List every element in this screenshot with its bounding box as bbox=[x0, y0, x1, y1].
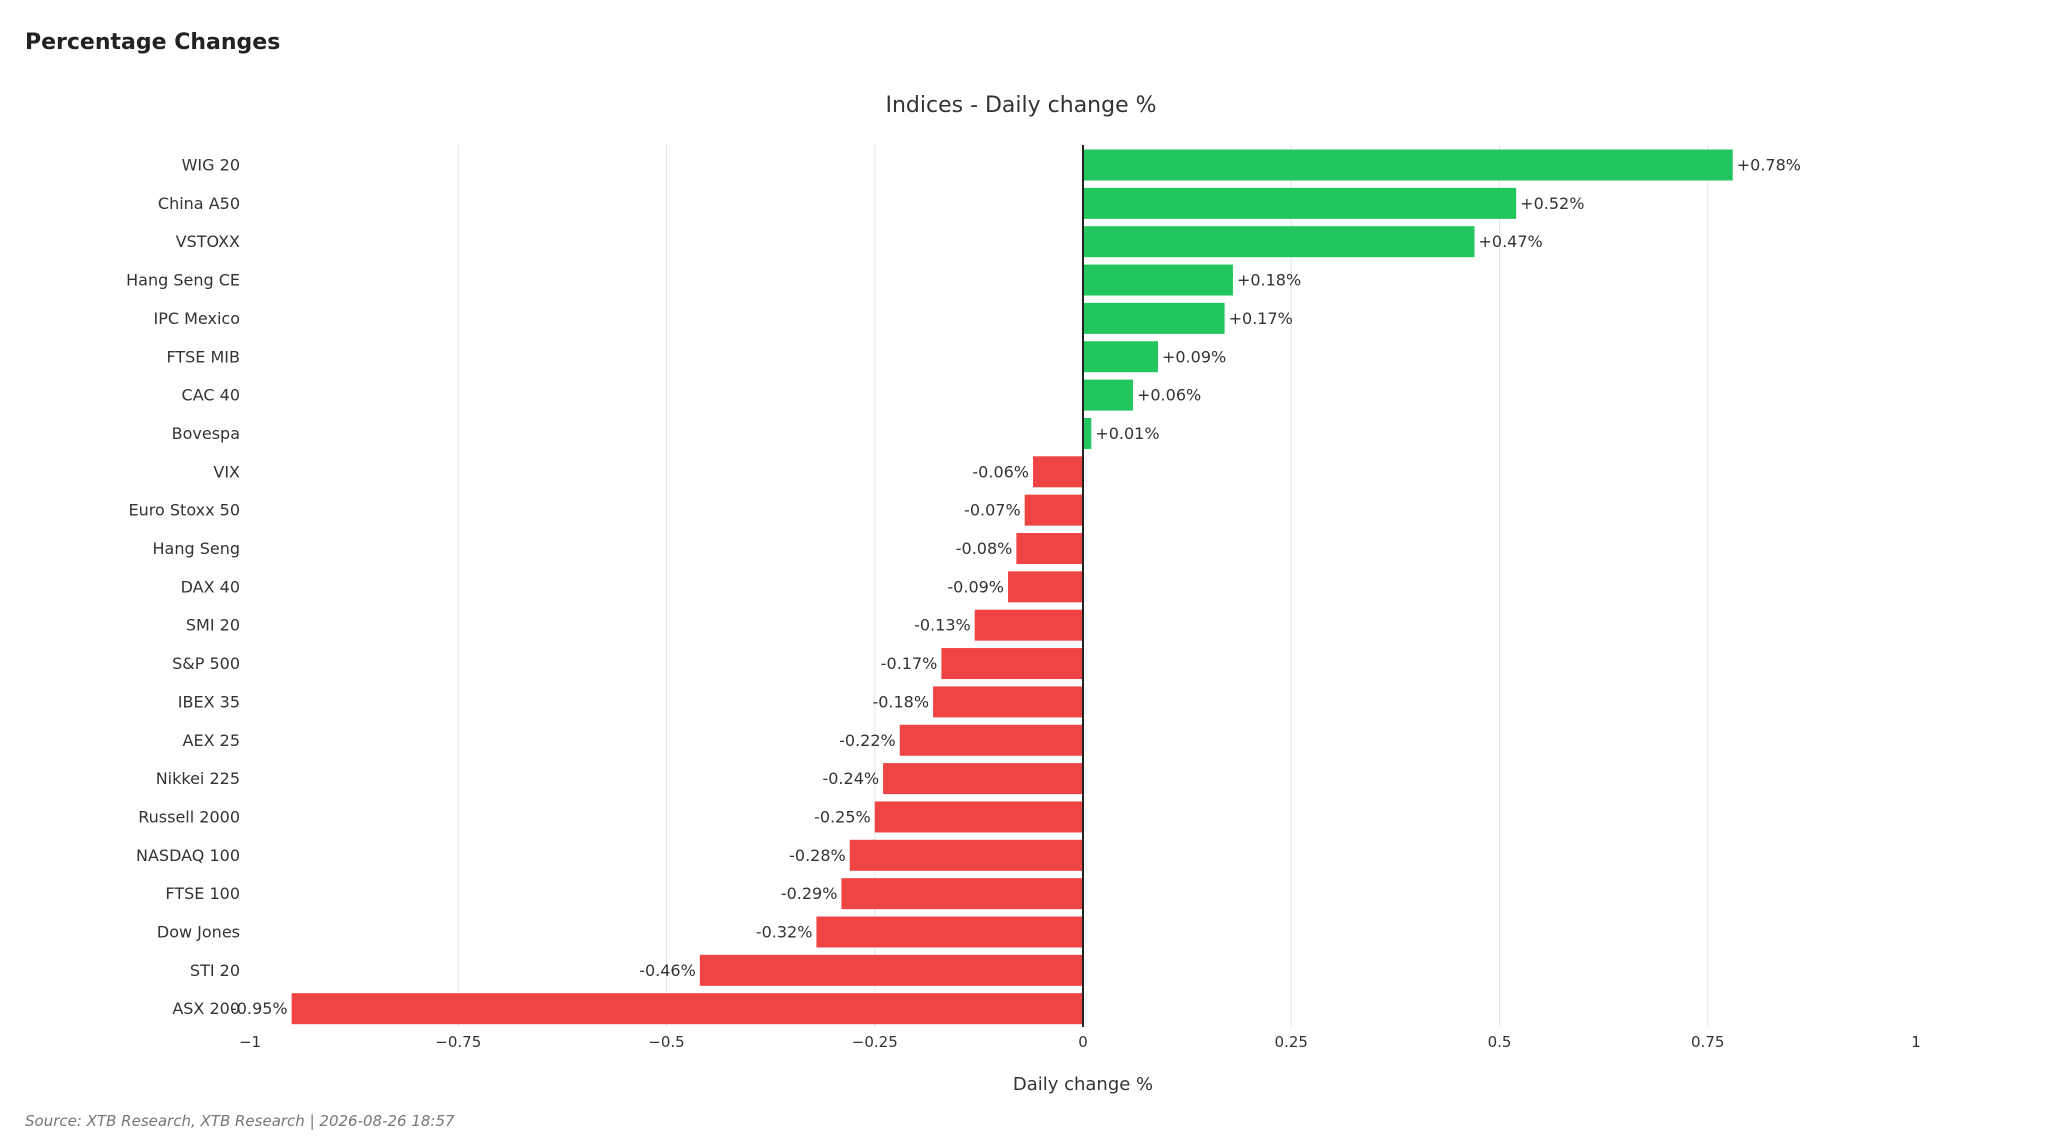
data-label: -0.25% bbox=[814, 807, 871, 826]
category-label: China A50 bbox=[158, 194, 240, 213]
data-label: +0.17% bbox=[1229, 309, 1293, 328]
category-label: Hang Seng CE bbox=[126, 271, 240, 290]
data-label: -0.29% bbox=[781, 884, 838, 903]
data-label: +0.78% bbox=[1737, 156, 1801, 175]
data-label: -0.24% bbox=[822, 769, 879, 788]
data-label: -0.09% bbox=[947, 577, 1004, 596]
data-label: +0.01% bbox=[1095, 424, 1159, 443]
bar bbox=[874, 801, 1083, 833]
data-label: +0.47% bbox=[1479, 232, 1543, 251]
bar bbox=[849, 839, 1083, 871]
bar bbox=[1083, 302, 1225, 334]
category-label: SMI 20 bbox=[186, 616, 240, 635]
category-label: STI 20 bbox=[190, 961, 240, 980]
bar bbox=[816, 916, 1083, 948]
category-label: AEX 25 bbox=[183, 731, 240, 750]
bar bbox=[974, 609, 1083, 641]
data-label: -0.17% bbox=[881, 654, 938, 673]
x-tick-label: −0.75 bbox=[435, 1033, 481, 1051]
page-title: Percentage Changes bbox=[25, 30, 281, 55]
data-label: -0.28% bbox=[789, 846, 846, 865]
data-label: -0.22% bbox=[839, 731, 896, 750]
x-tick-label: 1 bbox=[1911, 1033, 1921, 1051]
bar bbox=[699, 954, 1083, 986]
category-label: FTSE 100 bbox=[165, 884, 240, 903]
data-label: -0.07% bbox=[964, 501, 1021, 520]
bar bbox=[1083, 264, 1233, 296]
bar bbox=[1083, 226, 1475, 258]
source-note: Source: XTB Research, XTB Research | 202… bbox=[25, 1112, 455, 1130]
data-label: +0.18% bbox=[1237, 271, 1301, 290]
category-label: Bovespa bbox=[172, 424, 240, 443]
x-tick-label: 0.25 bbox=[1275, 1033, 1308, 1051]
category-label: IBEX 35 bbox=[178, 692, 240, 711]
data-label: -0.46% bbox=[639, 961, 696, 980]
bar bbox=[1024, 494, 1083, 526]
category-label: IPC Mexico bbox=[154, 309, 241, 328]
data-labels: +0.78% +0.52% +0.47% +0.18% +0.17%+0.09% +0.0… bbox=[231, 156, 1801, 1019]
category-label: VIX bbox=[213, 462, 240, 481]
x-axis-ticks: −1 −0.75 −0.5 −0.25 0 0.25 0.5 0.75 1 bbox=[239, 1033, 1921, 1051]
category-label: FTSE MIB bbox=[166, 347, 240, 366]
bar bbox=[941, 648, 1083, 680]
bar bbox=[933, 686, 1083, 718]
bar bbox=[1083, 417, 1092, 449]
data-label: +0.09% bbox=[1162, 347, 1226, 366]
bars bbox=[291, 149, 1733, 1025]
data-label: -0.13% bbox=[914, 616, 971, 635]
data-label: -0.06% bbox=[972, 462, 1029, 481]
category-label: ASX 200 bbox=[172, 999, 240, 1018]
category-label: VSTOXX bbox=[176, 232, 240, 251]
grid-lines bbox=[457, 145, 1709, 1027]
data-label: -0.32% bbox=[756, 923, 813, 942]
data-label: +0.52% bbox=[1520, 194, 1584, 213]
category-label: Nikkei 225 bbox=[156, 769, 240, 788]
data-label: +0.06% bbox=[1137, 386, 1201, 405]
data-label: -0.08% bbox=[956, 539, 1013, 558]
category-label: DAX 40 bbox=[181, 577, 240, 596]
category-label: Hang Seng bbox=[152, 539, 240, 558]
bar bbox=[1033, 456, 1083, 488]
bar bbox=[1016, 533, 1083, 564]
bar bbox=[1083, 341, 1158, 373]
category-label: Dow Jones bbox=[157, 923, 240, 942]
category-labels: WIG 20 China A50 VSTOXX Hang Seng CE IPC Mex… bbox=[126, 156, 240, 1019]
category-label: Russell 2000 bbox=[138, 807, 240, 826]
x-tick-label: −1 bbox=[239, 1033, 261, 1051]
x-tick-label: 0.5 bbox=[1488, 1033, 1512, 1051]
x-tick-label: 0 bbox=[1078, 1033, 1088, 1051]
bar bbox=[291, 993, 1083, 1025]
bar bbox=[899, 724, 1083, 756]
category-label: WIG 20 bbox=[182, 156, 240, 175]
category-label: CAC 40 bbox=[182, 386, 240, 405]
category-label: Euro Stoxx 50 bbox=[129, 501, 240, 520]
bar bbox=[1008, 571, 1083, 603]
bar bbox=[1083, 187, 1517, 219]
x-axis-title: Daily change % bbox=[1013, 1074, 1153, 1095]
data-label: -0.95% bbox=[231, 999, 288, 1018]
data-label: -0.18% bbox=[872, 692, 929, 711]
bar bbox=[841, 878, 1083, 910]
category-label: NASDAQ 100 bbox=[136, 846, 240, 865]
x-tick-label: −0.25 bbox=[852, 1033, 898, 1051]
bar bbox=[883, 763, 1083, 795]
bar bbox=[1083, 149, 1733, 181]
category-label: S&P 500 bbox=[172, 654, 240, 673]
x-tick-label: 0.75 bbox=[1691, 1033, 1724, 1051]
x-tick-label: −0.5 bbox=[648, 1033, 684, 1051]
chart-title: Indices - Daily change % bbox=[885, 93, 1156, 118]
bar bbox=[1083, 379, 1133, 411]
